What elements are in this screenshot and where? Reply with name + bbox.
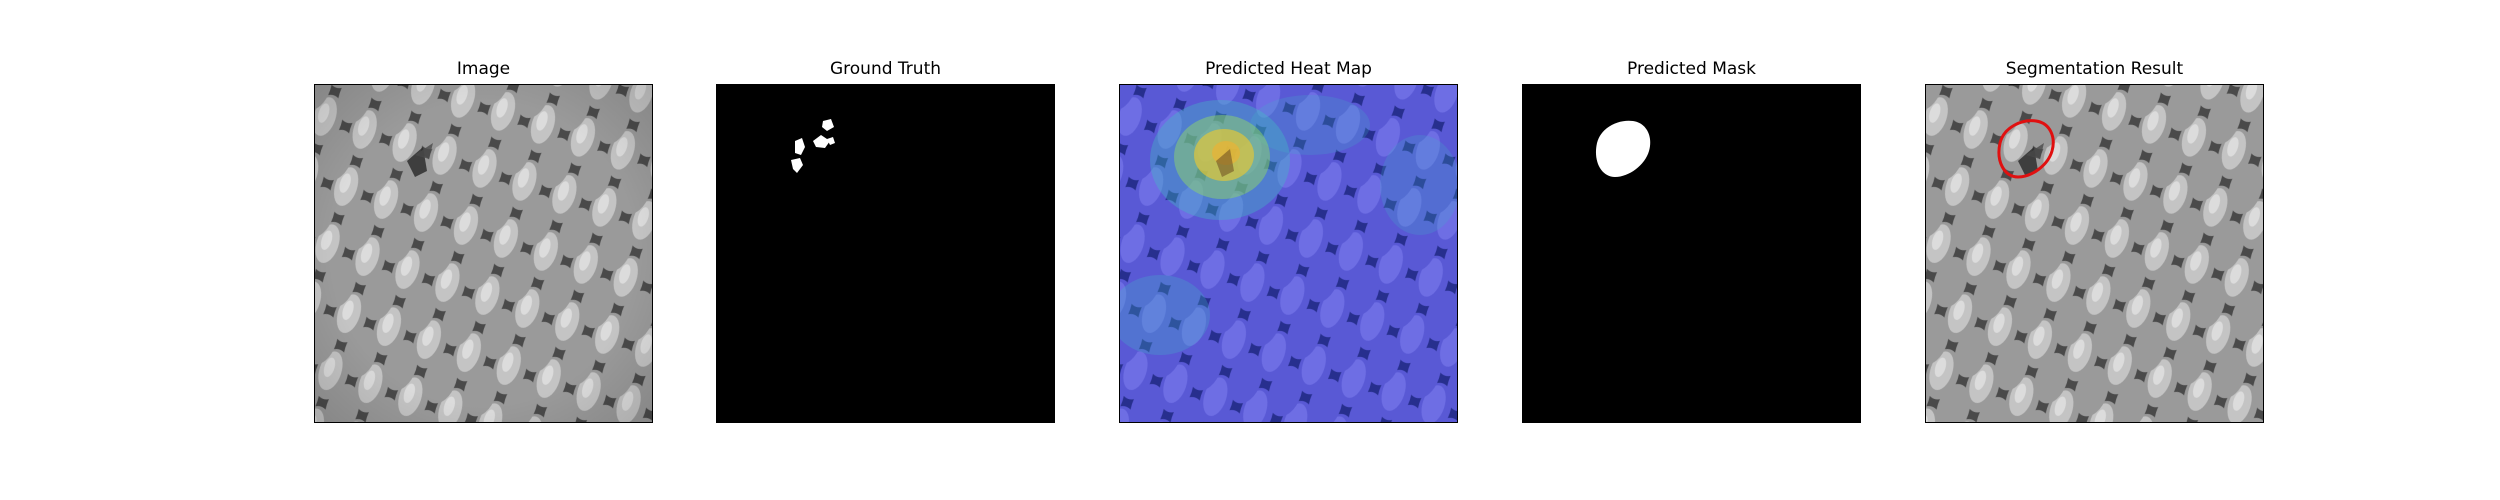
segmentation-frame [1925,84,2264,423]
texture-image [315,85,652,422]
heat-map-frame [1119,84,1458,423]
segmentation-overlay [1926,85,2263,422]
defect-mark [2018,143,2044,177]
panel-image: Image [314,0,653,430]
panel-title-heat-map: Predicted Heat Map [1205,59,1372,79]
panel-heat-map: Predicted Heat Map [1119,0,1458,430]
predicted-mask-region [1595,120,1651,177]
panel-predicted-mask: Predicted Mask [1522,0,1861,430]
image-frame [314,84,653,423]
panel-title-predicted-mask: Predicted Mask [1627,59,1756,79]
predicted-mask-frame [1522,84,1861,423]
defect-mark [407,143,433,177]
ground-truth-mask [717,85,1054,422]
ground-truth-frame [716,84,1055,423]
segmentation-contour [1997,119,2055,179]
panel-segmentation: Segmentation Result [1925,0,2264,430]
panel-title-ground-truth: Ground Truth [829,59,942,79]
ground-truth-regions [791,119,835,173]
panel-ground-truth: Ground Truth [716,0,1055,430]
predicted-mask [1523,85,1860,422]
panel-title-segmentation: Segmentation Result [2005,59,2184,79]
heat-map-overlay [1120,85,1457,422]
panel-title-image: Image [456,59,511,79]
